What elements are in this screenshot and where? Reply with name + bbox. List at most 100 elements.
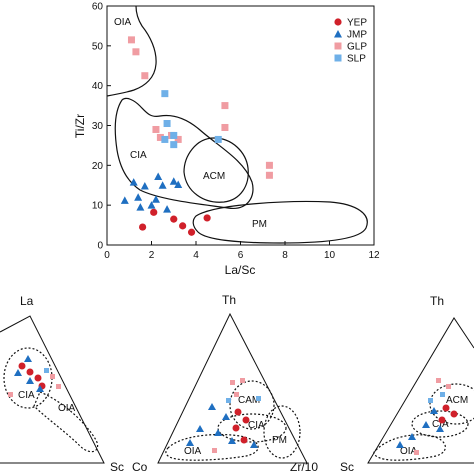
y-tick-label: 30 <box>92 121 104 132</box>
apex-label-right: Zr/10 <box>290 460 318 474</box>
point-glp <box>221 123 229 131</box>
y-axis-ticks: 0 10 20 30 40 50 60 <box>92 2 111 252</box>
point-slp <box>214 135 222 143</box>
zone-label-pm: PM <box>252 219 267 230</box>
point-glp <box>265 171 273 179</box>
zone-boundary-cam <box>229 380 275 430</box>
x-tick-label: 6 <box>238 250 244 261</box>
point-jmp <box>36 385 44 392</box>
point-yep <box>234 408 242 416</box>
point-jmp <box>186 439 194 446</box>
point-jmp <box>250 441 258 448</box>
y-tick-label: 60 <box>92 2 104 13</box>
point-yep <box>232 424 240 432</box>
point-yep <box>179 222 187 230</box>
legend-label-jmp: JMP <box>347 30 367 41</box>
ternary-frame <box>0 315 105 464</box>
point-jmp <box>422 421 430 428</box>
x-axis-label: La/Sc <box>225 263 256 277</box>
y-tick-label: 10 <box>92 201 104 212</box>
point-glp <box>141 72 149 80</box>
ternary-frame <box>157 312 308 464</box>
point-yep <box>26 368 34 376</box>
point-jmp <box>151 195 160 203</box>
x-tick-label: 4 <box>193 250 199 261</box>
x-tick-label: 0 <box>104 250 110 261</box>
point-jmp <box>163 205 172 213</box>
ternary-points <box>396 378 458 455</box>
legend-marker-jmp <box>334 30 342 38</box>
zone-label-cia: CIA <box>432 419 449 430</box>
point-yep <box>187 228 196 236</box>
point-glp <box>127 36 135 44</box>
point-slp <box>256 396 261 401</box>
point-jmp <box>158 181 167 189</box>
y-tick-label: 20 <box>92 161 104 172</box>
point-jmp <box>222 413 230 420</box>
point-yep <box>139 223 147 231</box>
point-jmp <box>174 180 183 188</box>
ternary-plot-th-co-zr: Th Co Zr/10 CAM PM CIA OIA <box>132 293 318 474</box>
zone-boundary-cia <box>411 410 469 438</box>
point-jmp <box>196 425 204 432</box>
legend-marker-glp <box>334 42 342 50</box>
zone-boundary-acm <box>429 383 474 425</box>
y-tick-label: 0 <box>97 241 103 252</box>
apex-label-top: Th <box>222 293 236 307</box>
y-tick-label: 40 <box>92 81 104 92</box>
apex-label-top: Th <box>430 294 444 308</box>
point-glp <box>436 378 441 383</box>
point-jmp <box>147 201 156 209</box>
data-points <box>120 36 273 236</box>
point-jmp <box>214 429 222 436</box>
point-jmp <box>436 425 444 432</box>
point-glp <box>132 48 140 56</box>
point-jmp <box>24 355 32 362</box>
ternary-points <box>8 355 61 397</box>
point-yep <box>438 416 446 424</box>
y-axis-label: Ti/Zr <box>73 114 87 138</box>
apex-label-left: Sc <box>340 460 354 474</box>
point-glp <box>174 135 182 143</box>
point-yep <box>170 215 178 223</box>
zone-boundary-acm <box>183 137 249 203</box>
point-yep <box>242 416 250 424</box>
point-glp <box>56 384 61 389</box>
point-glp <box>234 392 239 397</box>
zone-label-cia: CIA <box>130 150 147 161</box>
point-glp <box>240 378 245 383</box>
point-glp <box>8 392 13 397</box>
point-jmp <box>208 403 216 410</box>
point-yep <box>150 208 158 216</box>
point-glp <box>446 384 451 389</box>
zone-label-cia: CIA <box>18 390 35 401</box>
point-glp <box>265 161 273 169</box>
zone-label-oia: OIA <box>400 446 418 457</box>
scatter-plot: 0 2 4 6 8 10 12 0 10 20 30 40 50 60 OIA CIA ACM PM Y… <box>73 2 380 278</box>
zone-label-cia: CIA <box>248 420 265 431</box>
point-glp <box>212 448 217 453</box>
apex-label-top: La <box>20 294 34 308</box>
zone-boundary-oia <box>33 391 99 453</box>
y-tick-label: 50 <box>92 41 104 52</box>
legend-marker-yep <box>334 18 342 26</box>
point-jmp <box>129 178 138 186</box>
ternary-frame <box>367 317 474 464</box>
point-slp <box>44 368 49 373</box>
legend-marker-slp <box>334 54 342 62</box>
point-jmp <box>430 407 438 414</box>
ternary-plot-th-sc: Th Sc ACM CIA OIA <box>340 294 474 474</box>
point-slp <box>161 135 169 143</box>
zone-label-acm: ACM <box>446 395 468 406</box>
point-jmp <box>408 433 416 440</box>
point-yep <box>34 374 42 382</box>
zone-label-oia: OIA <box>58 403 76 414</box>
zone-boundary-oia <box>106 5 157 97</box>
point-slp <box>428 398 433 403</box>
point-glp <box>50 374 55 379</box>
zone-label-acm: ACM <box>203 171 225 182</box>
point-jmp <box>134 193 143 201</box>
point-jmp <box>136 203 145 211</box>
point-jmp <box>140 182 149 190</box>
zone-boundary-cia <box>217 413 287 443</box>
